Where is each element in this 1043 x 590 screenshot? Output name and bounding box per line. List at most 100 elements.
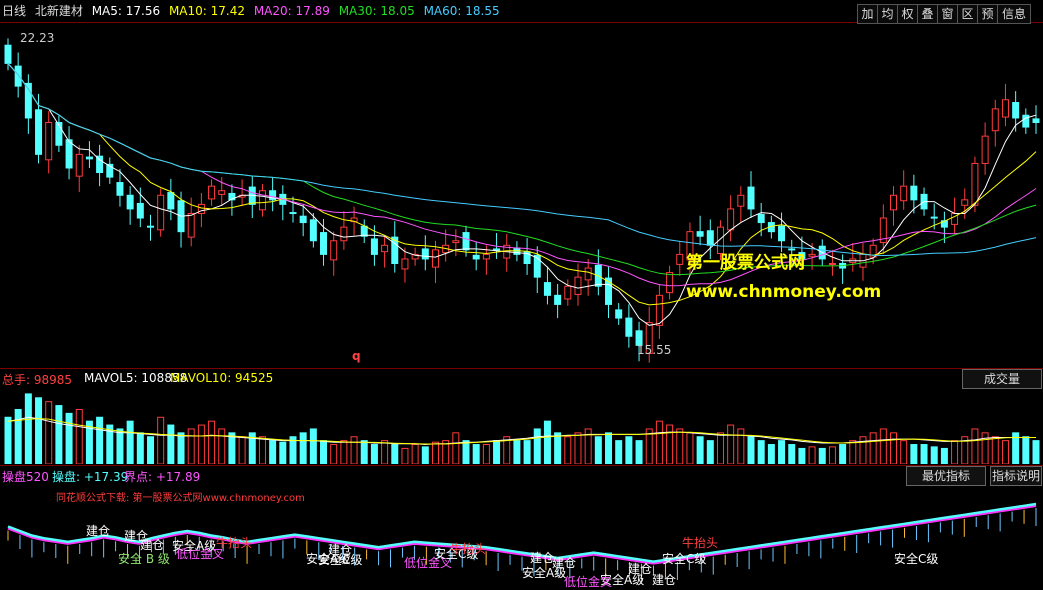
candle-body [828,262,836,265]
annotation-label: 牛抬头 [682,536,719,550]
volume-chart[interactable] [0,388,1043,464]
candle-body [554,294,562,305]
volume-bar [584,428,592,464]
candle-body [635,330,643,346]
volume-bar [493,440,501,464]
candle-body [666,272,674,294]
candle-body [574,276,582,295]
candle-body [1001,99,1009,118]
volume-bar [472,444,480,464]
volume-bar [706,440,714,464]
candle-body [136,202,144,219]
volume-bar [737,428,745,464]
watermark-title: 第一股票公式网 [686,253,805,273]
candle-body [340,226,348,242]
volume-bar [309,428,317,464]
toolbar-info-button[interactable]: 信息 [997,4,1031,24]
candle-body [421,248,429,260]
toolbar-die-button[interactable]: 叠 [917,4,938,24]
volume-bar [340,440,348,464]
volume-bar [1001,440,1009,464]
volume-bar [248,432,256,464]
indicator-chart[interactable] [0,485,1043,588]
annotation-label: 安全A级 [522,566,567,580]
volume-bar [788,444,796,464]
optimal-indicator-button[interactable]: 最优指标 [906,466,986,486]
volume-bar [727,424,735,464]
ma5-value: MA5: 17.56 [91,4,161,18]
period-label[interactable]: 日线 [2,4,27,18]
volume-bar [798,447,806,464]
volume-bar [869,432,877,464]
volume-bar [289,436,297,464]
toolbar-jun-button[interactable]: 均 [877,4,898,24]
candle-body [208,185,216,200]
volume-bar [1032,440,1040,464]
mavol5-line [7,416,1036,446]
indicator-help-button[interactable]: 指标说明 [990,466,1042,486]
toolbar-jia-button[interactable]: 加 [857,4,878,24]
toolbar-yu-button[interactable]: 预 [977,4,998,24]
toolbar-qu-button[interactable]: 区 [957,4,978,24]
price-chart[interactable] [0,23,1043,367]
candle-body [472,254,480,260]
volume-bar [167,424,175,464]
ma60-line [7,63,1037,257]
candle-body [370,238,378,255]
candle-body [462,232,470,251]
candle-body [24,82,32,119]
toolbar-quan-button[interactable]: 权 [897,4,918,24]
candle-body [971,162,979,206]
volume-button[interactable]: 成交量 [962,369,1042,389]
volume-bar [879,428,887,464]
candle-body [727,208,735,231]
volume-bar [757,440,765,464]
candle-body [65,139,73,169]
candle-body [991,108,999,132]
candle-body [1032,118,1040,124]
volume-bar [442,440,450,464]
volume-bar [187,428,195,464]
volume-bar [666,424,674,464]
top-bar: 日线 北新建材 MA5: 17.56 MA10: 17.42 MA20: 17.… [0,0,1043,23]
volume-bar [523,440,531,464]
annotation-label: 低位金叉 [404,556,453,570]
candle-body [716,226,724,254]
volume-bar [228,432,236,464]
volume-bar [391,444,399,464]
ma5-line [7,63,1037,326]
candle-body [564,285,572,300]
volume-bar [818,447,826,464]
candle-body [910,185,918,201]
candle-body [747,186,755,210]
volume-bar [116,428,124,464]
candle-body [381,244,389,253]
candle-body [900,185,908,202]
volume-bar [1022,436,1030,464]
ma30-value: MA30: 18.05 [338,4,415,18]
volume-bar [951,440,959,464]
candle-body [706,230,714,246]
candle-body [605,277,613,305]
volume-bar [65,412,73,464]
candle-body [167,192,175,210]
ma10-line [7,63,1037,306]
volume-bar [279,441,287,464]
volume-bar [564,436,572,464]
toolbar-chuang-button[interactable]: 窗 [937,4,958,24]
candle-body [55,122,63,146]
candle-body [401,258,409,270]
annotation-label: 建仓 [652,573,677,587]
annotation-label: 建仓 [86,524,111,538]
jiedian-line [7,504,1037,565]
candle-body [96,155,104,174]
candle-body [146,225,154,228]
volume-bar [747,436,755,464]
candle-body [645,322,653,355]
volume-bar [1012,432,1020,464]
volume-bar [961,436,969,464]
high-price-label: 22.23 [20,31,55,45]
candle-body [676,253,684,265]
candle-body [452,240,460,244]
mavol5-value: MAVOL5: 108858 [84,371,188,385]
